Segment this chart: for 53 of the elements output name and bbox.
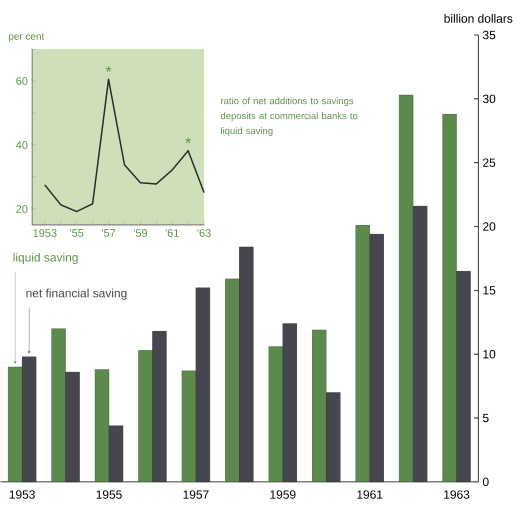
- x-tick-label: 1953: [10, 490, 35, 499]
- x-tick-label: 1953: [33, 229, 57, 237]
- y-tick-label: 35: [482, 30, 496, 40]
- x-tick-label: '55: [70, 229, 84, 237]
- line-series: [44, 78, 205, 212]
- y-tick-label: 20: [483, 222, 496, 231]
- bar: [398, 94, 414, 482]
- y-tick-label: 30: [482, 94, 496, 104]
- y-tick-label: 15: [483, 286, 496, 295]
- bar: [369, 234, 384, 482]
- bar: [326, 392, 340, 482]
- bar: [456, 271, 471, 482]
- y-axis-title: billion dollars: [444, 14, 512, 23]
- text: net financial saving: [26, 288, 126, 300]
- y-tick-label: 10: [483, 350, 496, 358]
- bar: [8, 366, 22, 482]
- bar: [268, 346, 283, 482]
- x-tick-label: '57: [102, 229, 116, 237]
- bar: [355, 225, 370, 482]
- bar: [239, 246, 254, 482]
- bar: [442, 114, 457, 482]
- bar: [282, 323, 297, 482]
- x-tick-label: '61: [166, 229, 179, 237]
- y-tick-label: 20: [16, 205, 28, 213]
- y-tick-label: 40: [16, 141, 28, 149]
- x-tick-label: '63: [198, 229, 211, 237]
- x-tick-label: 1955: [96, 490, 122, 499]
- bar: [225, 278, 240, 482]
- annotation: *: [185, 138, 192, 144]
- bar: [22, 356, 36, 482]
- x-tick-label: 1963: [444, 490, 470, 499]
- bar: [51, 328, 66, 482]
- bar: [138, 350, 153, 482]
- x-tick-label: 1959: [270, 490, 296, 499]
- annotation: ratio of net additions to savings deposits at commercial banks to liquid saving: [220, 97, 358, 136]
- y-tick-label: 5: [482, 414, 489, 422]
- bar: [65, 372, 80, 482]
- x-tick-label: '59: [134, 229, 148, 237]
- x-tick-label: 1961: [357, 490, 382, 499]
- bar: [108, 426, 124, 482]
- y-axis-title: per cent: [8, 33, 44, 42]
- x-tick-label: 1957: [184, 490, 209, 499]
- y-tick-label: 0: [482, 478, 489, 486]
- bar: [182, 370, 196, 482]
- bar: [196, 288, 210, 482]
- bar: [412, 206, 428, 482]
- y-tick-label: 25: [483, 158, 496, 167]
- bar: [312, 330, 326, 482]
- bar: [152, 331, 167, 482]
- text: liquid saving: [14, 252, 78, 264]
- bar: [94, 369, 110, 482]
- y-tick-label: 60: [16, 77, 28, 85]
- annotation: *: [106, 66, 112, 72]
